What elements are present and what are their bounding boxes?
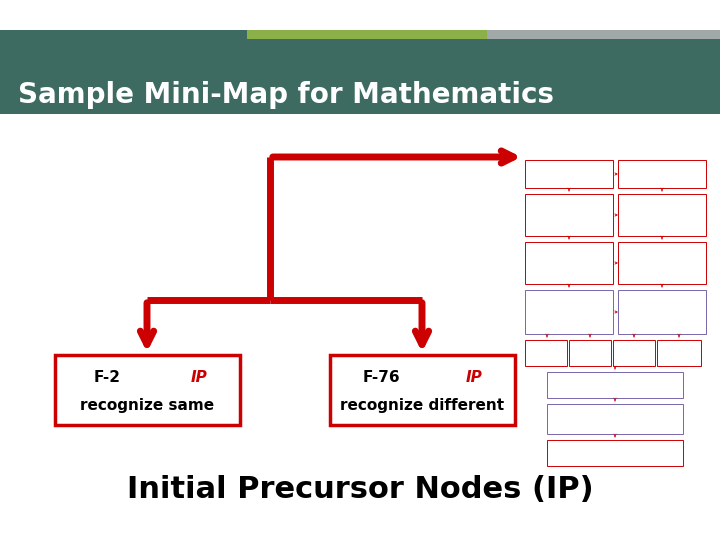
Text: recognize different: recognize different (341, 398, 505, 413)
Text: recognize same: recognize same (81, 398, 215, 413)
Bar (547, 440, 683, 466)
Bar (657, 340, 701, 366)
Bar (0, 39, 720, 114)
Text: IP: IP (466, 370, 482, 385)
Text: Initial Precursor Nodes (IP): Initial Precursor Nodes (IP) (127, 476, 593, 504)
Bar (618, 160, 706, 188)
Bar (547, 372, 683, 398)
Text: F-2: F-2 (94, 370, 120, 385)
Bar (525, 194, 613, 236)
Bar (547, 404, 683, 434)
Bar (487, 30, 720, 39)
Bar (525, 290, 613, 334)
Bar (525, 160, 613, 188)
Bar (618, 290, 706, 334)
Text: Sample Mini-Map for Mathematics: Sample Mini-Map for Mathematics (18, 81, 554, 109)
Bar (613, 340, 655, 366)
Bar (55, 355, 240, 425)
Bar (247, 30, 487, 39)
Bar (525, 340, 567, 366)
Text: F-76: F-76 (363, 370, 400, 385)
Bar (569, 340, 611, 366)
Bar (618, 194, 706, 236)
Bar (618, 242, 706, 284)
Bar (525, 242, 613, 284)
Bar (330, 355, 515, 425)
Bar (0, 30, 247, 39)
Text: IP: IP (191, 370, 207, 385)
